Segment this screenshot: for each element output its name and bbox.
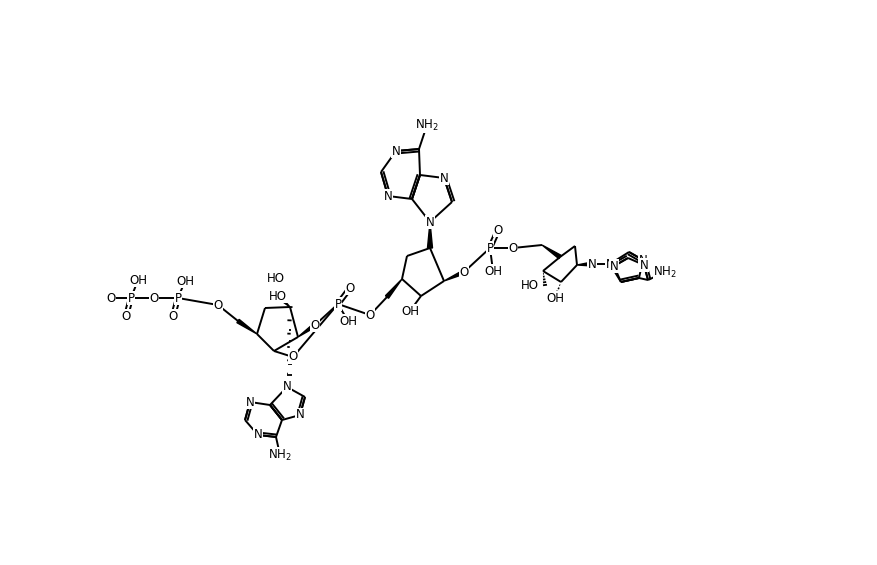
- Polygon shape: [444, 270, 464, 281]
- Text: P: P: [127, 292, 134, 305]
- Text: N: N: [425, 215, 434, 228]
- Text: N: N: [282, 380, 291, 393]
- Text: N: N: [296, 408, 304, 421]
- Text: HO: HO: [520, 279, 538, 292]
- Text: OH: OH: [483, 264, 502, 277]
- Text: N: N: [391, 145, 400, 158]
- Text: N: N: [638, 254, 646, 267]
- Polygon shape: [237, 319, 257, 334]
- Text: NH$_2$: NH$_2$: [652, 264, 676, 280]
- Text: N: N: [246, 396, 254, 408]
- Polygon shape: [576, 262, 591, 266]
- Text: N: N: [609, 259, 617, 272]
- Text: O: O: [149, 292, 159, 305]
- Text: O: O: [459, 266, 468, 279]
- Polygon shape: [297, 323, 316, 337]
- Text: N: N: [605, 258, 614, 271]
- Polygon shape: [385, 279, 402, 298]
- Text: NH$_2$: NH$_2$: [415, 118, 438, 133]
- Text: O: O: [288, 350, 297, 363]
- Text: OH: OH: [545, 292, 563, 305]
- Text: OH: OH: [129, 273, 146, 286]
- Text: O: O: [168, 310, 177, 323]
- Polygon shape: [276, 294, 289, 307]
- Text: OH: OH: [401, 305, 418, 318]
- Text: HO: HO: [268, 289, 287, 302]
- Text: P: P: [175, 292, 182, 305]
- Text: HO: HO: [267, 272, 285, 285]
- Text: O: O: [310, 319, 319, 332]
- Text: O: O: [106, 292, 116, 305]
- Text: N: N: [383, 189, 392, 202]
- Text: P: P: [486, 241, 493, 254]
- Text: N: N: [439, 172, 448, 185]
- Polygon shape: [427, 222, 432, 248]
- Text: O: O: [121, 310, 131, 323]
- Text: N: N: [587, 258, 595, 271]
- Text: NH$_2$: NH$_2$: [267, 447, 291, 463]
- Text: N: N: [253, 428, 262, 441]
- Text: O: O: [493, 224, 502, 237]
- Text: OH: OH: [339, 315, 357, 328]
- Text: O: O: [508, 241, 517, 254]
- Text: OH: OH: [175, 275, 194, 288]
- Text: O: O: [365, 308, 374, 321]
- Polygon shape: [541, 245, 560, 259]
- Text: O: O: [213, 298, 223, 311]
- Text: O: O: [345, 281, 354, 294]
- Text: P: P: [334, 298, 341, 311]
- Text: N: N: [639, 259, 647, 272]
